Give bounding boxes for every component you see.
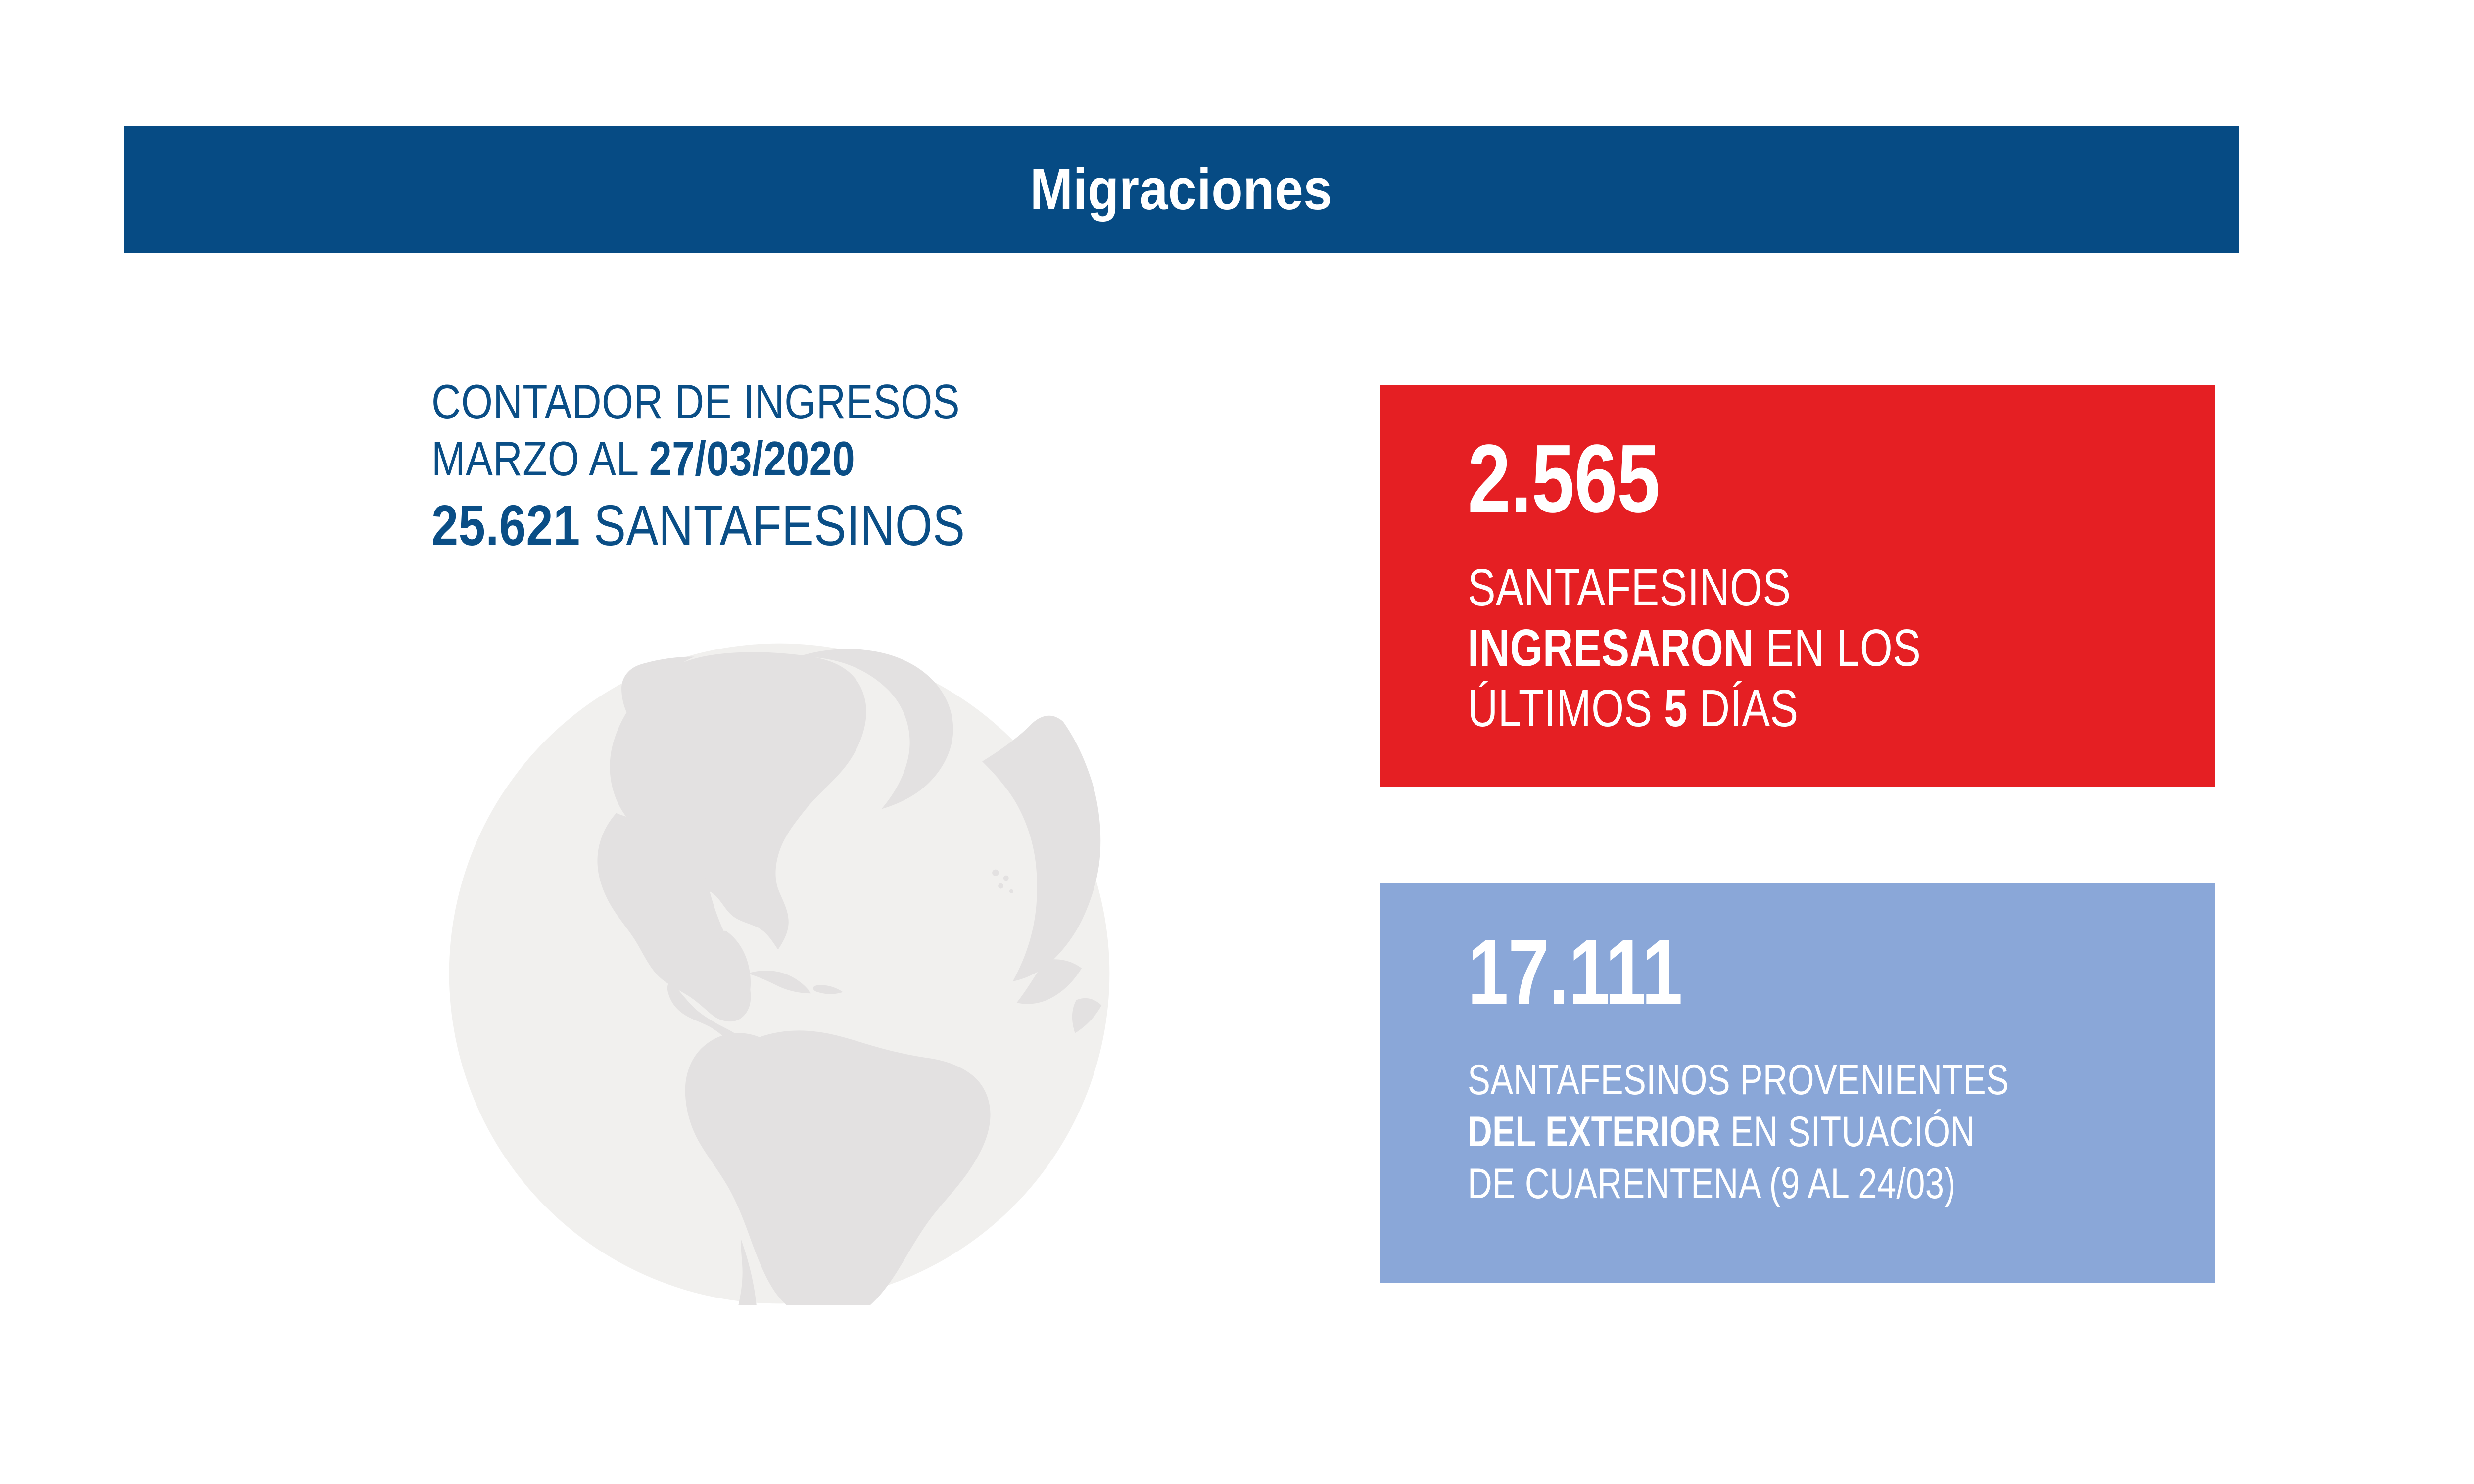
entries-counter-block: CONTADOR DE INGRESOS MARZO AL 27/03/2020… [431, 373, 1273, 558]
caption-text-bold: INGRESARON [1468, 618, 1754, 677]
counter-period-date: 27/03/2020 [649, 431, 856, 486]
caption-text: ÚLTIMOS [1468, 679, 1665, 738]
stat-card-entries-last-5-days: 2.565 SANTAFESINOS INGRESARON EN LOS ÚLT… [1380, 385, 2215, 787]
caption-text: SANTAFESINOS [1468, 558, 1791, 617]
stat-number-entries: 2.565 [1468, 424, 1660, 533]
caption-text: EN LOS [1754, 618, 1921, 677]
header-bar: Migraciones [124, 126, 2239, 253]
caption-text: DE CUARENTENA (9 AL 24/03) [1468, 1159, 1956, 1207]
caption-text-bold: 5 [1664, 679, 1688, 738]
stat-caption-line: ÚLTIMOS 5 DÍAS [1468, 679, 2042, 739]
stat-caption-line: SANTAFESINOS PROVENIENTES [1468, 1054, 2042, 1106]
stat-number-quarantine: 17.111 [1468, 921, 1683, 1023]
counter-heading: CONTADOR DE INGRESOS [431, 374, 960, 429]
page-title: Migraciones [1030, 157, 1332, 222]
stat-caption-line: DEL EXTERIOR EN SITUACIÓN [1468, 1106, 2042, 1158]
stat-card-quarantine-from-abroad: 17.111 SANTAFESINOS PROVENIENTES DEL EXT… [1380, 883, 2215, 1283]
stat-caption-line: INGRESARON EN LOS [1468, 618, 2042, 679]
counter-period: MARZO AL 27/03/2020 [431, 430, 1138, 487]
stat-caption-quarantine: SANTAFESINOS PROVENIENTES DEL EXTERIOR E… [1468, 1054, 2185, 1210]
counter-total-label: SANTAFESINOS [580, 493, 965, 558]
caption-text: DÍAS [1687, 679, 1799, 738]
globe-americas-icon [448, 642, 1111, 1305]
caption-text: EN SITUACIÓN [1720, 1108, 1975, 1156]
counter-period-prefix: MARZO AL [431, 431, 649, 486]
caption-text: SANTAFESINOS PROVENIENTES [1468, 1056, 2009, 1104]
stat-caption-line: DE CUARENTENA (9 AL 24/03) [1468, 1158, 2042, 1210]
caption-text-bold: DEL EXTERIOR [1468, 1108, 1721, 1156]
counter-total: 25.621 SANTAFESINOS [431, 493, 1138, 558]
stat-caption-line: SANTAFESINOS [1468, 558, 2042, 618]
stat-caption-entries: SANTAFESINOS INGRESARON EN LOS ÚLTIMOS 5… [1468, 558, 2185, 739]
counter-total-number: 25.621 [431, 493, 580, 558]
